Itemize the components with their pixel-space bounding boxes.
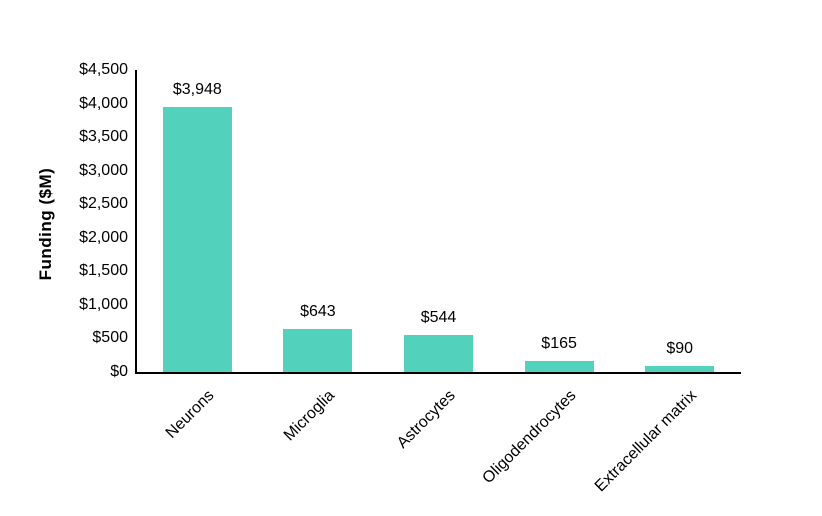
- x-category-label: Neurons: [162, 387, 218, 442]
- bar-oligodendrocytes: [524, 360, 594, 372]
- y-tick-label: $3,500: [79, 128, 128, 146]
- y-tick-label: $500: [92, 329, 128, 347]
- y-tick-label: $3,000: [79, 161, 128, 179]
- x-axis-line: [135, 372, 741, 374]
- bar-value-label: $165: [541, 334, 577, 352]
- x-category-label: Astrocytes: [393, 387, 459, 452]
- y-tick-label: $4,000: [79, 94, 128, 112]
- bar-extracellular-matrix: [645, 365, 715, 372]
- x-category-label: Extracellular matrix: [591, 387, 700, 496]
- bar-value-label: $544: [420, 309, 457, 327]
- bar-value-label: $90: [666, 339, 694, 357]
- bar-value-label: $643: [300, 302, 336, 320]
- bar-microglia: [283, 328, 353, 372]
- y-tick-label: $1,500: [79, 262, 128, 280]
- y-axis-line: [135, 70, 137, 374]
- y-tick-label: $0: [110, 363, 128, 380]
- x-category-label: Oligodendrocytes: [479, 387, 580, 488]
- y-tick-label: $1,000: [79, 295, 128, 313]
- bar-neurons: [162, 107, 232, 372]
- y-tick-label: $2,500: [79, 195, 128, 213]
- y-tick-label: $2,000: [79, 228, 128, 246]
- bar-value-label: $3,948: [172, 81, 222, 99]
- x-category-label: Microglia: [280, 387, 338, 445]
- bar-astrocytes: [404, 335, 473, 372]
- y-tick-label: $4,500: [79, 61, 128, 78]
